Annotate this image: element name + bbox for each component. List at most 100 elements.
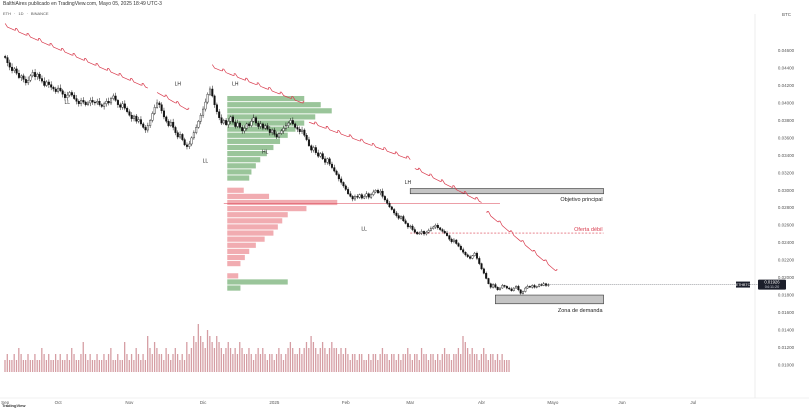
volume-bar [457, 348, 460, 372]
candle [139, 119, 142, 125]
candle [220, 117, 223, 124]
volume-profile-bar [227, 224, 278, 230]
volume-bar [107, 354, 110, 372]
volume-bar [163, 360, 165, 372]
volume-bar [395, 360, 397, 372]
volume-bar [301, 354, 303, 372]
candle [61, 90, 64, 95]
candle [314, 147, 317, 153]
volume-bar [80, 354, 82, 372]
volume-bar [227, 342, 229, 372]
y-tick-label: 0.02600 [778, 223, 795, 228]
volume-bar [130, 354, 133, 372]
candle [169, 121, 172, 126]
volume-bar [216, 336, 218, 372]
volume-bar [384, 354, 386, 372]
volume-profile-bar [227, 114, 316, 120]
candle [54, 88, 57, 92]
y-tick-label: 0.03200 [778, 170, 795, 175]
symbol-label[interactable]: ETH [3, 11, 11, 16]
symbol-tag-label: ETHBTC [736, 283, 751, 287]
candle [167, 121, 170, 126]
volume-bar [66, 354, 68, 372]
volume-bar [186, 342, 188, 372]
candle [367, 193, 370, 198]
candle [420, 231, 423, 234]
timeframe-label[interactable]: 1D [18, 11, 24, 16]
volume-bar [310, 336, 312, 372]
volume-bar [407, 348, 409, 372]
candle [59, 87, 62, 91]
volume-bar [473, 354, 476, 372]
level-label: Objetivo principal [560, 197, 602, 203]
candle [278, 133, 281, 138]
volume-bar [112, 360, 114, 372]
volume-bar [158, 354, 160, 372]
volume-bar [259, 354, 262, 372]
volume-bar [126, 354, 128, 372]
volume-bar [287, 348, 289, 372]
volume-bar [232, 354, 234, 372]
volume-bar [363, 360, 365, 372]
candle [75, 98, 78, 102]
volume-bar [391, 354, 393, 372]
volume-bar [404, 354, 407, 372]
candle [66, 94, 69, 98]
candle [68, 92, 71, 96]
volume-bar [202, 342, 204, 372]
y-tick-label: 0.01400 [778, 327, 795, 332]
candle [225, 120, 228, 125]
volume-bar [149, 348, 151, 372]
volume-bar [101, 360, 103, 372]
candle [501, 285, 504, 289]
candle [319, 153, 322, 157]
volume-profile-bar [227, 163, 256, 169]
supertrend-line [156, 92, 190, 110]
candle [508, 287, 511, 290]
volume-bar [282, 360, 285, 372]
volume-bar [68, 360, 71, 372]
candle [43, 80, 46, 86]
volume-bar [43, 354, 45, 372]
candle [342, 182, 345, 187]
volume-bar [340, 348, 342, 372]
candle [524, 287, 527, 292]
candle [533, 285, 536, 288]
bar-countdown: 04:11:20 [765, 285, 780, 289]
candle [234, 121, 237, 127]
candle [195, 127, 198, 133]
volume-bar [414, 354, 416, 372]
volume-profile-bar [227, 169, 252, 175]
y-tick-label: 0.04000 [778, 100, 795, 105]
volume-bar [147, 336, 149, 372]
volume-bar [8, 360, 11, 372]
candle [215, 104, 218, 112]
candle [395, 212, 398, 216]
candle [503, 285, 506, 287]
candle [96, 101, 99, 104]
x-tick-label: Jun [618, 400, 626, 405]
swing-label: LL [203, 158, 209, 164]
volume-bar [220, 348, 222, 372]
volume-bar [377, 360, 379, 372]
candle [528, 286, 531, 288]
candle [452, 239, 455, 242]
volume-bar [381, 348, 384, 372]
candle [248, 123, 251, 126]
volume-bar [87, 360, 89, 372]
candle [126, 107, 129, 112]
candle [222, 120, 225, 124]
candle [271, 129, 274, 133]
candle [142, 123, 145, 128]
volume-bar [229, 348, 232, 372]
volume-bar [89, 354, 91, 372]
candle [112, 95, 115, 99]
volume-bar [448, 354, 450, 372]
candle [144, 127, 147, 131]
y-tick-label: 0.01000 [778, 362, 795, 367]
candle [199, 114, 202, 122]
candle [459, 245, 462, 250]
volume-bar [211, 342, 213, 372]
exchange-label[interactable]: BINANCE [30, 11, 49, 16]
